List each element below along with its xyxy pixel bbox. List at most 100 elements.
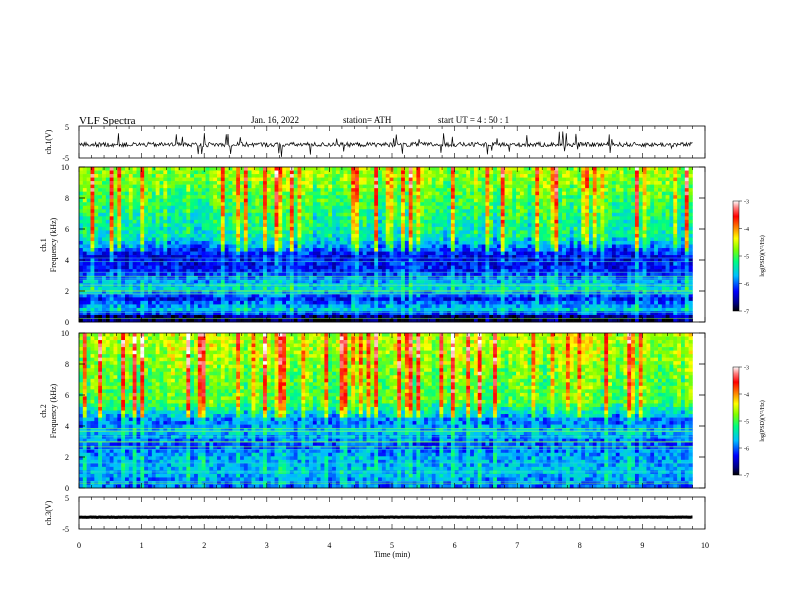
spectrogram-cell (339, 251, 344, 256)
spectrogram-cell (209, 174, 214, 178)
spectrogram-cell (190, 174, 195, 178)
spectrogram-cell (374, 251, 379, 256)
ch1-ytick-bottom: -5 (62, 154, 69, 163)
spectrogram-cell (125, 212, 130, 217)
spectrogram-cell (374, 293, 379, 298)
spectrogram-cell (148, 170, 153, 175)
spectrogram-cell (378, 198, 383, 203)
spectrogram-cell (243, 311, 248, 316)
spectrogram-cell (466, 279, 471, 284)
spectrogram-cell (105, 283, 110, 288)
spectrogram-cell (209, 251, 214, 256)
spectrogram-cell (447, 184, 452, 189)
spectrogram-cell (416, 286, 421, 291)
spectrogram-cell (343, 170, 348, 175)
spectrogram-cell (217, 318, 222, 323)
spectrogram-cell (324, 262, 329, 266)
spectrogram-cell (439, 314, 444, 319)
spectrogram-cell (98, 265, 103, 270)
spectrogram-cell (297, 202, 302, 207)
spectrogram-cell (86, 269, 91, 273)
spectrogram-cell (167, 318, 172, 323)
spectrogram-cell (190, 198, 195, 203)
spectrogram-cell (450, 226, 456, 231)
spectrogram-cell (148, 255, 153, 259)
spectrogram-cell (79, 174, 84, 178)
spectrogram-cell (316, 216, 321, 221)
spectrogram-cell (335, 314, 341, 319)
spectrogram-cell (90, 265, 95, 270)
spectrogram-cell (324, 202, 329, 207)
spectrogram-cell (293, 304, 298, 309)
spectrogram-cell (274, 223, 279, 228)
spectrogram-cell (366, 283, 371, 288)
spectrogram-cell (416, 233, 421, 238)
spectrogram-cell (489, 300, 494, 305)
spectrogram-cell (408, 177, 413, 182)
spectrogram-cell (263, 219, 268, 224)
spectrogram-cell (420, 233, 425, 238)
spectrogram-cell (278, 198, 283, 203)
spectrogram-cell (278, 205, 283, 210)
spectrogram-cell (358, 191, 364, 196)
spectrogram-cell (232, 283, 237, 288)
spectrogram-cell (412, 191, 417, 196)
spectrogram-cell (447, 202, 452, 207)
spectrogram-cell (247, 269, 252, 273)
spectrogram-cell (232, 184, 237, 189)
spectrogram-cell (140, 212, 145, 217)
spectrogram-cell (355, 223, 360, 228)
spectrogram-cell (485, 240, 490, 245)
spectrogram-cell (105, 258, 110, 263)
spectrogram-cell (236, 290, 241, 295)
spectrogram-cell (481, 262, 486, 266)
spectrogram-cell (190, 248, 195, 252)
spectrogram-cell (374, 188, 379, 192)
spectrogram-cell (378, 314, 383, 319)
spectrogram-cell (347, 233, 352, 238)
spectrogram-cell (305, 297, 310, 302)
spectrogram-cell (194, 209, 199, 214)
spectrogram-cell (496, 216, 502, 221)
spectrogram-cell (470, 258, 475, 263)
spectrogram-cell (243, 205, 248, 210)
spectrogram-cell (266, 167, 272, 171)
spectrogram-cell (347, 286, 352, 291)
spectrogram-cell (435, 177, 440, 182)
spectrogram-cell (178, 283, 183, 288)
spectrogram-cell (404, 283, 410, 288)
spectrogram-cell (358, 279, 364, 284)
spectrogram-cell (209, 248, 214, 252)
spectrogram-cell (90, 244, 95, 249)
spectrogram-cell (309, 174, 314, 178)
spectrogram-cell (128, 212, 133, 217)
spectrogram-cell (243, 272, 248, 277)
spectrogram-cell (381, 181, 387, 185)
spectrogram-cell (136, 219, 141, 224)
spectrogram-cell (136, 240, 141, 245)
spectrogram-cell (416, 216, 421, 221)
spectrogram-cell (155, 212, 160, 217)
spectrogram-cell (243, 209, 248, 214)
spectrogram-cell (339, 230, 344, 235)
spectrogram-cell (447, 255, 452, 259)
spectrogram-cell (393, 269, 398, 273)
spectrogram-cell (98, 202, 103, 207)
spectrogram-cell (240, 205, 245, 210)
spectrogram-cell (171, 209, 176, 214)
spectrogram-cell (485, 191, 490, 196)
spectrogram-cell (178, 174, 183, 178)
spectrogram-cell (105, 191, 110, 196)
spectrogram-cell (473, 230, 479, 235)
spectrogram-cell (301, 195, 306, 199)
spectrogram-cell (209, 300, 214, 305)
spectrogram-cell (171, 300, 176, 305)
spectrogram-cell (335, 283, 341, 288)
spectrogram-cell (339, 184, 344, 189)
spectrogram-cell (232, 307, 237, 312)
spectrogram-cell (228, 318, 233, 323)
spectrogram-cell (397, 248, 402, 252)
spectrogram-cell (259, 283, 264, 288)
spectrogram-cell (328, 174, 333, 178)
spectrogram-cell (228, 255, 233, 259)
